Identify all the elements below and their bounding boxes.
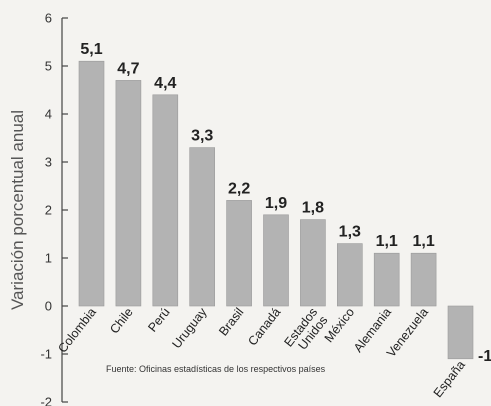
bar	[263, 214, 289, 307]
bar	[226, 200, 252, 307]
category-label: Brasil	[216, 305, 246, 338]
bar	[152, 94, 179, 307]
category-label: Uruguay	[169, 305, 210, 351]
bar	[410, 252, 437, 307]
y-tick-label: 5	[45, 59, 52, 74]
data-label: 1,9	[265, 195, 287, 212]
y-tick-label: 3	[45, 155, 52, 170]
y-tick-label: 2	[45, 203, 52, 218]
data-label: 4,7	[117, 60, 139, 77]
data-label: 1,3	[339, 224, 361, 241]
bar	[336, 243, 363, 307]
bar	[300, 219, 326, 307]
y-tick-label: 0	[45, 299, 52, 314]
data-label: 1,1	[412, 233, 434, 250]
bar	[115, 80, 142, 307]
category-label: España	[431, 358, 468, 400]
category-label: Perú	[145, 305, 172, 334]
y-axis: -2 -1 0 1 2 3 4 5 6	[40, 11, 68, 406]
bars	[78, 60, 474, 360]
data-label: 5,1	[80, 41, 102, 58]
category-label: Canadá	[245, 305, 283, 348]
data-label: -1,1	[478, 348, 491, 365]
bar	[373, 252, 400, 307]
bar	[447, 305, 474, 360]
data-label: 2,2	[228, 180, 250, 197]
bar	[78, 60, 105, 307]
data-labels: 5,1 4,7 4,4 3,3 2,2 1,9 1,8 1,3 1,1 1,1 -1,1	[80, 41, 491, 365]
category-label: Chile	[107, 305, 136, 336]
bar	[189, 147, 215, 307]
y-tick-label: 4	[45, 107, 52, 122]
y-tick-label: -2	[40, 395, 52, 406]
data-label: 1,8	[302, 200, 324, 217]
data-label: 1,1	[376, 233, 398, 250]
source-note: Fuente: Oficinas estadísticas de los res…	[106, 364, 326, 374]
y-tick-label: 1	[45, 251, 52, 266]
y-tick-label: -1	[40, 347, 52, 362]
y-tick-label: 6	[45, 11, 52, 26]
category-label: EstadosUnidos	[281, 305, 330, 357]
data-label: 3,3	[191, 128, 213, 145]
data-label: 4,4	[154, 75, 176, 92]
y-axis-title: Variación porcentual anual	[8, 110, 27, 310]
